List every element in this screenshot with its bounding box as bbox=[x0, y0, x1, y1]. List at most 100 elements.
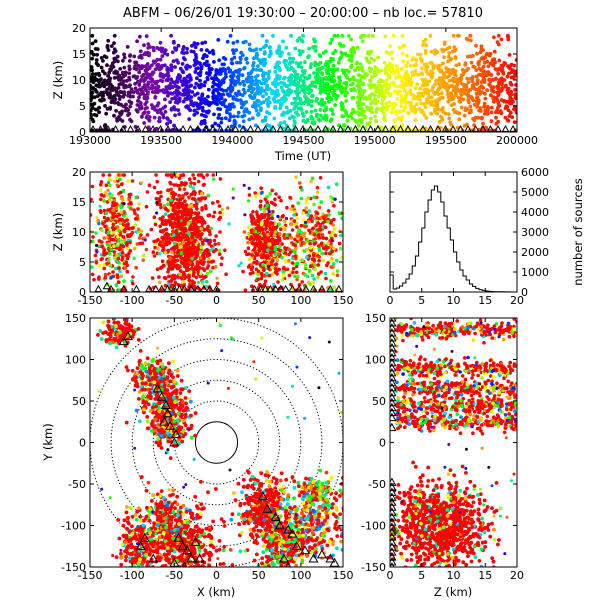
source-point bbox=[253, 123, 258, 128]
station-marker bbox=[96, 124, 105, 132]
source-point bbox=[453, 79, 457, 84]
source-point bbox=[402, 88, 407, 93]
source-point bbox=[188, 108, 193, 113]
source-point bbox=[122, 202, 126, 206]
source-point bbox=[217, 248, 222, 253]
source-point bbox=[177, 248, 181, 253]
source-point bbox=[91, 119, 96, 124]
source-point bbox=[187, 117, 192, 121]
source-point bbox=[316, 190, 320, 194]
x-tick-label: 194000 bbox=[211, 134, 253, 147]
source-point bbox=[470, 85, 475, 90]
source-point bbox=[167, 84, 171, 88]
source-point bbox=[317, 235, 322, 240]
source-point bbox=[127, 64, 132, 69]
source-point bbox=[128, 200, 133, 205]
source-point bbox=[346, 270, 350, 274]
source-point bbox=[192, 63, 197, 68]
source-point bbox=[202, 53, 207, 57]
source-point bbox=[326, 92, 331, 97]
source-point bbox=[188, 64, 192, 69]
source-point bbox=[310, 273, 315, 278]
source-point bbox=[458, 76, 463, 81]
source-point bbox=[326, 219, 330, 224]
source-point bbox=[141, 64, 145, 69]
source-point bbox=[207, 213, 212, 217]
source-point bbox=[399, 84, 404, 89]
source-point bbox=[312, 71, 316, 75]
source-point bbox=[193, 246, 197, 250]
source-point bbox=[97, 105, 101, 110]
source-point bbox=[452, 45, 457, 50]
source-point bbox=[114, 259, 119, 263]
source-point bbox=[403, 74, 407, 78]
source-point bbox=[506, 35, 511, 40]
source-point bbox=[372, 58, 377, 63]
source-point bbox=[260, 253, 265, 257]
source-point bbox=[445, 47, 450, 51]
source-point bbox=[155, 267, 160, 272]
source-point bbox=[102, 263, 106, 267]
source-point bbox=[512, 120, 517, 124]
source-point bbox=[166, 188, 170, 193]
source-point bbox=[198, 105, 202, 110]
source-point bbox=[193, 239, 197, 243]
source-point bbox=[309, 179, 314, 184]
source-point bbox=[205, 77, 210, 82]
source-point bbox=[256, 89, 261, 94]
source-point bbox=[282, 81, 287, 86]
source-point bbox=[250, 253, 254, 257]
source-point bbox=[225, 39, 230, 44]
source-point bbox=[170, 238, 175, 242]
source-point bbox=[90, 115, 93, 119]
source-point bbox=[205, 173, 209, 177]
source-point bbox=[111, 200, 115, 205]
source-point bbox=[451, 33, 456, 38]
source-point bbox=[186, 79, 191, 84]
x-tick-label: -50 bbox=[165, 294, 183, 307]
source-point bbox=[318, 176, 323, 180]
source-point bbox=[358, 62, 363, 66]
source-point bbox=[137, 70, 142, 75]
source-point bbox=[184, 87, 189, 91]
source-point bbox=[170, 277, 174, 282]
source-point bbox=[169, 77, 174, 82]
source-point bbox=[186, 246, 190, 251]
source-point bbox=[304, 110, 309, 114]
source-point bbox=[313, 84, 318, 89]
source-point bbox=[124, 226, 128, 231]
source-point bbox=[97, 239, 102, 243]
source-point bbox=[203, 80, 208, 84]
source-point bbox=[419, 92, 424, 96]
source-point bbox=[214, 68, 219, 72]
source-point bbox=[133, 60, 137, 65]
source-point bbox=[182, 240, 186, 245]
source-point bbox=[340, 33, 345, 38]
source-point bbox=[195, 60, 200, 65]
source-point bbox=[332, 33, 337, 38]
source-point bbox=[187, 195, 191, 200]
source-point bbox=[506, 90, 511, 95]
source-point bbox=[326, 209, 331, 213]
source-point bbox=[332, 78, 337, 83]
source-point bbox=[295, 234, 300, 238]
source-point bbox=[446, 112, 451, 116]
station-marker bbox=[269, 124, 277, 132]
source-point bbox=[250, 262, 254, 267]
source-point bbox=[202, 276, 206, 280]
source-point bbox=[356, 123, 361, 128]
source-point bbox=[317, 205, 322, 210]
source-point bbox=[146, 81, 151, 86]
source-point bbox=[102, 199, 106, 203]
source-point bbox=[276, 280, 280, 284]
source-point bbox=[380, 102, 384, 106]
source-point bbox=[209, 260, 214, 264]
source-point bbox=[255, 212, 259, 217]
source-point bbox=[176, 210, 181, 214]
source-point bbox=[275, 258, 280, 263]
source-point bbox=[284, 105, 289, 110]
source-point bbox=[217, 252, 222, 256]
source-point bbox=[169, 65, 174, 70]
source-point bbox=[90, 102, 94, 107]
source-point bbox=[359, 76, 364, 81]
